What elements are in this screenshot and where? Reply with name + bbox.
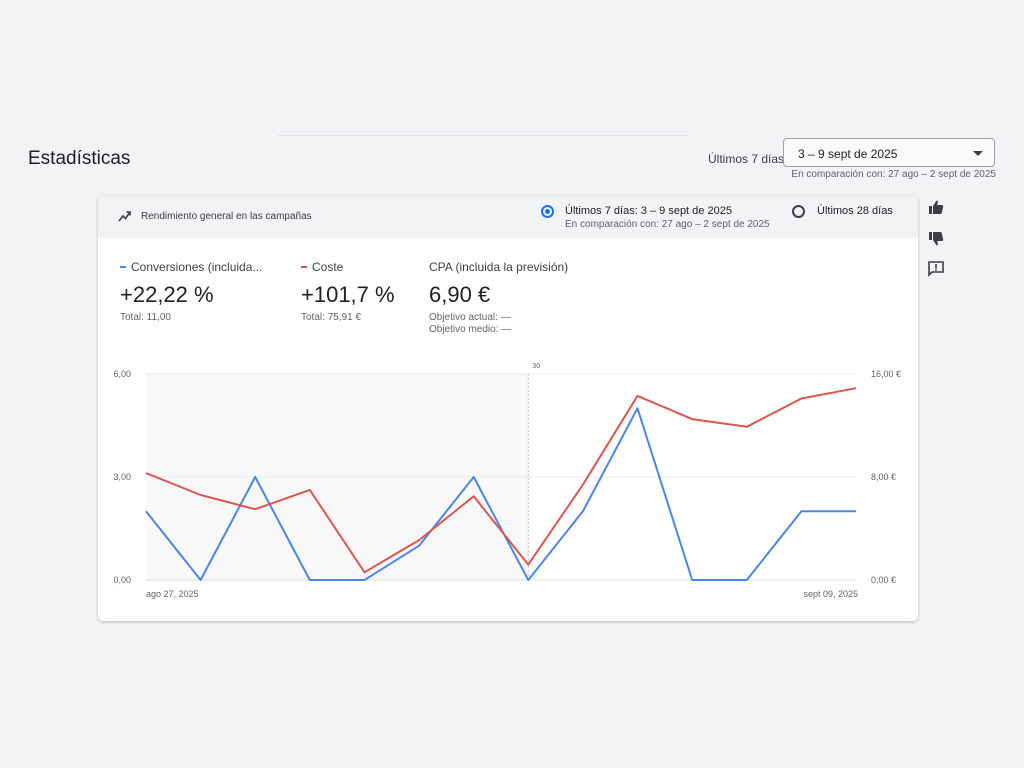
thumb-up-icon[interactable] bbox=[927, 198, 945, 216]
option-last-7-days-label[interactable]: Últimos 7 días: 3 – 9 sept de 2025 bbox=[565, 205, 732, 217]
metric-cpa-objective-current: Objetivo actual: — bbox=[429, 312, 511, 323]
y-left-tick-label: 0,00 bbox=[113, 575, 131, 585]
top-divider bbox=[277, 135, 687, 136]
range-label: Últimos 7 días bbox=[708, 152, 785, 166]
date-range-select[interactable]: 3 – 9 sept de 2025 bbox=[783, 138, 995, 167]
conversions-legend-swatch bbox=[120, 266, 126, 268]
performance-card: Rendimiento general en las campañas Últi… bbox=[98, 196, 918, 621]
metric-conversions-name: Conversiones (incluida... bbox=[131, 260, 263, 274]
card-header: Rendimiento general en las campañas Últi… bbox=[98, 196, 918, 238]
y-right-tick-label: 16,00 € bbox=[871, 369, 901, 379]
trending-up-icon bbox=[118, 211, 131, 222]
metric-cost-total: Total: 75,91 € bbox=[301, 312, 362, 323]
metric-cost-name: Coste bbox=[312, 260, 344, 274]
radio-last-28-days[interactable] bbox=[792, 205, 805, 218]
thumb-down-icon[interactable] bbox=[927, 230, 945, 248]
metric-cost-value: +101,7 % bbox=[301, 282, 395, 307]
y-left-tick-label: 3,00 bbox=[113, 472, 131, 482]
performance-chart[interactable]: 6,00 3,00 0,00 16,00 € 8,00 € 0,00 € 30 ago 27,… bbox=[98, 358, 918, 608]
metric-conversions[interactable]: Conversiones (incluida... +22,22 % Total… bbox=[120, 260, 262, 324]
cost-legend-swatch bbox=[301, 266, 307, 268]
y-right-tick-label: 0,00 € bbox=[871, 575, 896, 585]
y-left-tick-label: 6,00 bbox=[113, 369, 131, 379]
comparison-note: En comparación con: 27 ago – 2 sept de 2… bbox=[791, 169, 996, 180]
page-title: Estadísticas bbox=[28, 148, 131, 169]
y-right-tick-label: 8,00 € bbox=[871, 472, 896, 482]
metric-cpa-objective-avg: Objetivo medio: — bbox=[429, 324, 512, 335]
period-marker-label: 30 bbox=[532, 363, 540, 370]
metric-cpa[interactable]: CPA (incluida la previsión) 6,90 € Objet… bbox=[429, 260, 568, 336]
radio-last-7-days[interactable] bbox=[541, 205, 554, 218]
feedback-icon[interactable] bbox=[927, 260, 945, 278]
metric-conversions-value: +22,22 % bbox=[120, 282, 214, 307]
x-tick-label-end: sept 09, 2025 bbox=[803, 589, 858, 599]
date-range-value: 3 – 9 sept de 2025 bbox=[798, 147, 898, 161]
chevron-down-icon bbox=[973, 151, 983, 156]
x-tick-label-start: ago 27, 2025 bbox=[146, 589, 199, 599]
metric-cpa-name: CPA (incluida la previsión) bbox=[429, 260, 569, 274]
metric-cpa-value: 6,90 € bbox=[429, 282, 491, 307]
card-title: Rendimiento general en las campañas bbox=[141, 211, 312, 222]
metric-conversions-total: Total: 11,00 bbox=[120, 312, 171, 323]
option-last-28-days-label[interactable]: Últimos 28 días bbox=[817, 205, 893, 217]
cost-series-line bbox=[145, 387, 857, 574]
conversions-series-line bbox=[145, 407, 856, 581]
metric-cost[interactable]: Coste +101,7 % Total: 75,91 € bbox=[301, 260, 395, 324]
option-last-7-days-comparison: En comparación con: 27 ago – 2 sept de 2… bbox=[565, 219, 770, 230]
